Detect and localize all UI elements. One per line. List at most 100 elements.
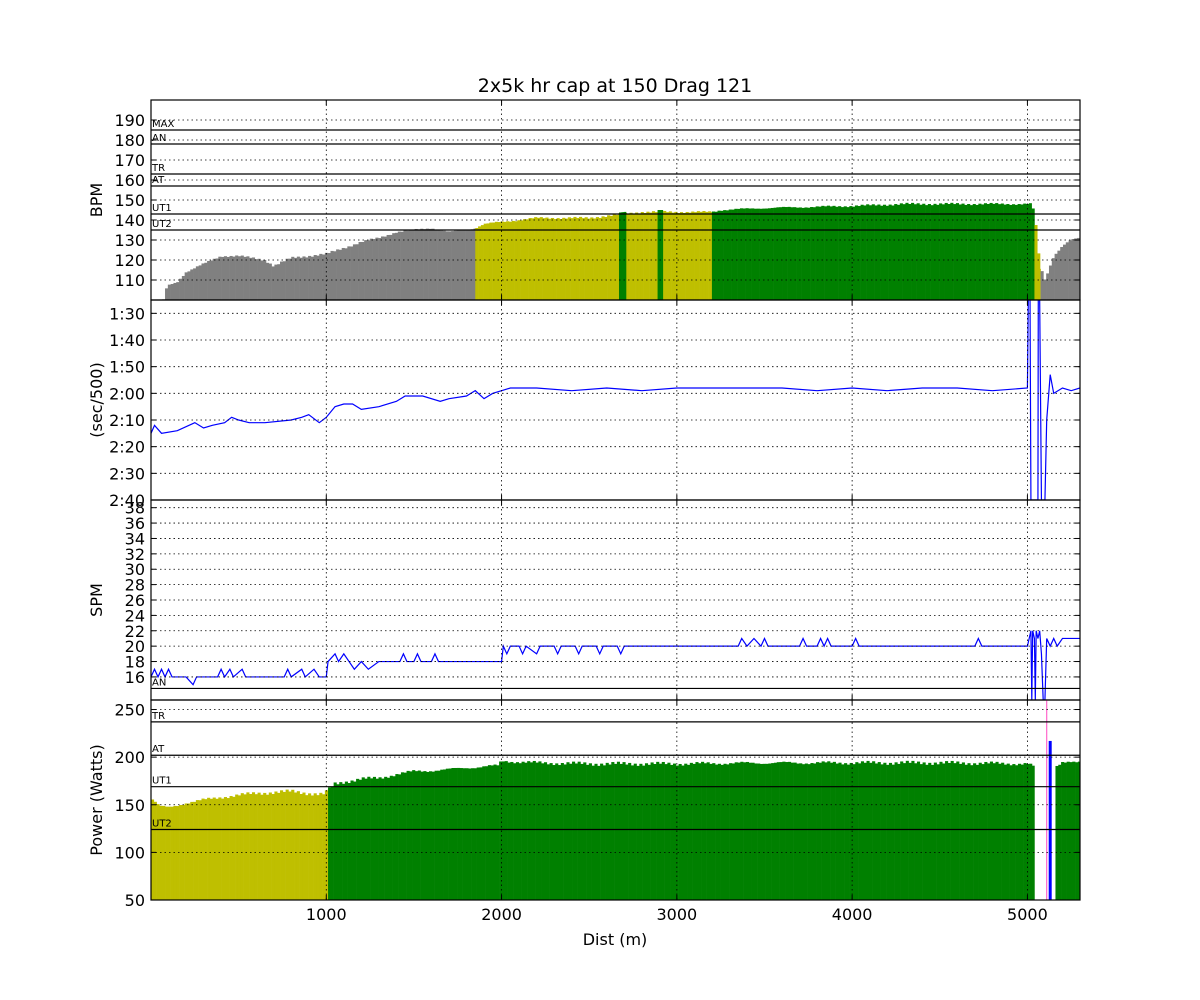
bar (170, 806, 174, 900)
bar (277, 792, 281, 900)
bar (462, 230, 466, 300)
chart-title: 2x5k hr cap at 150 Drag 121 (478, 75, 752, 97)
bar (1055, 765, 1059, 900)
bar (961, 203, 965, 300)
bar (490, 765, 494, 900)
bar (372, 776, 377, 900)
bar (566, 762, 570, 900)
y-tick-label: 18 (125, 653, 145, 672)
bar (975, 764, 979, 900)
bar-segment-hr-3 (1034, 225, 1041, 300)
bar (1023, 763, 1027, 900)
bar (524, 762, 528, 900)
bar (670, 764, 674, 900)
bar (319, 253, 323, 300)
bar (844, 763, 848, 900)
bar (386, 234, 390, 300)
bar (288, 258, 292, 300)
y-axis-label-power: Power (Watts) (87, 744, 106, 855)
bar (1072, 761, 1076, 900)
bar (858, 763, 862, 900)
bar (813, 763, 817, 900)
bar (723, 763, 727, 900)
bar (257, 258, 261, 300)
bar (445, 231, 449, 300)
bar (882, 204, 887, 300)
bar (970, 765, 974, 900)
bar (598, 217, 602, 300)
bar (981, 204, 985, 300)
bar (1031, 765, 1035, 900)
bar (642, 765, 646, 900)
bar (972, 204, 976, 300)
bar (218, 256, 222, 300)
bar (989, 202, 993, 300)
bar-overlay-hr-0 (619, 211, 627, 300)
bar (959, 763, 963, 900)
bar (280, 790, 284, 900)
bar (967, 204, 971, 300)
bar (916, 203, 920, 300)
bar (936, 764, 940, 900)
bar (941, 204, 945, 300)
bar (302, 792, 306, 900)
bar (548, 218, 552, 300)
bar (947, 204, 951, 300)
bar (958, 204, 962, 300)
bar (511, 220, 515, 300)
bar (675, 765, 679, 900)
bar (987, 763, 991, 900)
bar (397, 231, 401, 300)
bar (1029, 763, 1033, 900)
zone-label-ut1: UT1 (152, 776, 172, 787)
bar (720, 210, 724, 300)
bar (565, 218, 569, 300)
bar (423, 229, 427, 300)
bar (567, 217, 571, 300)
bar (414, 228, 418, 300)
bar (195, 266, 199, 300)
bar (911, 202, 915, 300)
bar (504, 761, 508, 900)
bar (587, 218, 591, 300)
bar (570, 218, 574, 300)
bar (249, 257, 253, 300)
bar (392, 776, 396, 900)
y-tick-label: 2:30 (109, 464, 145, 483)
bar (754, 763, 758, 900)
bar (366, 240, 371, 300)
x-tick-label: 1000 (306, 905, 347, 924)
bar (748, 762, 752, 900)
bar (574, 763, 578, 900)
bar (737, 762, 741, 900)
bar (350, 780, 354, 900)
bar (799, 763, 803, 900)
bar (506, 221, 510, 300)
bar (1060, 247, 1064, 300)
bar (263, 792, 267, 900)
bar (569, 763, 573, 900)
bar (302, 256, 306, 300)
bar (457, 767, 461, 900)
bar (899, 203, 903, 300)
bar (689, 762, 693, 900)
bar (950, 760, 954, 900)
y-ticks-power: 50 100 150 200 250 (114, 701, 1080, 910)
bar (680, 212, 684, 300)
bar (420, 771, 424, 900)
bar (816, 762, 820, 900)
bar (518, 763, 522, 900)
bar (684, 763, 688, 900)
bar (998, 763, 1002, 900)
bar (925, 764, 929, 900)
bar (462, 768, 466, 900)
bar (790, 207, 794, 300)
y-tick-label: 150 (114, 796, 145, 815)
bar (184, 272, 188, 300)
bar (739, 208, 744, 300)
bar (232, 256, 236, 300)
bar (745, 208, 749, 300)
bar (593, 218, 597, 300)
bar (886, 764, 890, 900)
